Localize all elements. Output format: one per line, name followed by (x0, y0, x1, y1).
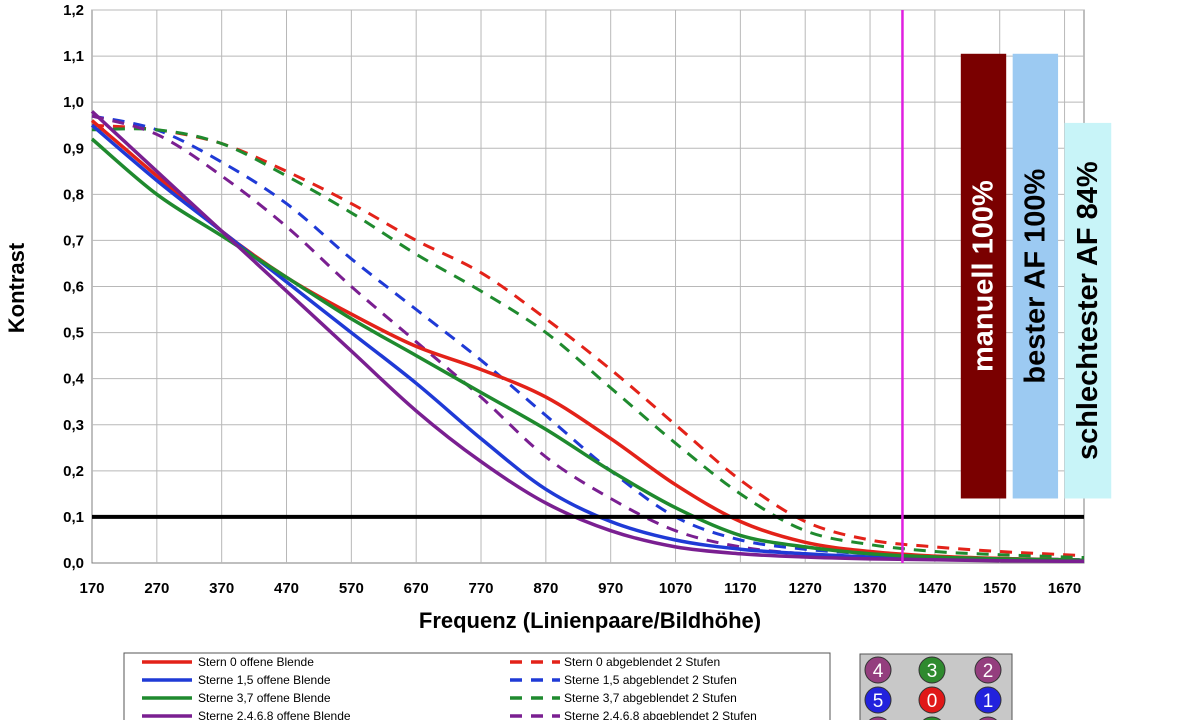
y-tick-label: 0,3 (63, 417, 84, 434)
y-tick-label: 0,1 (63, 509, 84, 526)
bar-label-2: schlechtester AF 84% (1072, 161, 1104, 460)
axes: 170 270 370 470 570 670 770 870 970 1070 1170 1270 1… (63, 2, 1081, 597)
y-tick-label: 1,2 (63, 2, 84, 19)
marker-circle-partial-0 (868, 716, 888, 720)
x-tick-label: 1570 (983, 580, 1016, 597)
legend-entry-1: Sterne 1,5 offene Blende (198, 673, 331, 687)
x-tick-label: 970 (598, 580, 623, 597)
marker-number-0: 4 (873, 661, 884, 682)
marker-circle-2 (974, 656, 1002, 684)
legend-box (123, 652, 831, 720)
series-line-3 (90, 110, 1084, 563)
bar-label-0: manuell 100% (968, 180, 1000, 372)
legend-entry-2: Sterne 3,7 offene Blende (198, 691, 331, 705)
y-axis-title: Kontrast (4, 242, 29, 333)
marker-circle-partial-2 (978, 716, 998, 720)
x-tick-label: 570 (339, 580, 364, 597)
x-tick-label: 770 (469, 580, 494, 597)
marker-number-3: 5 (873, 691, 884, 712)
x-tick-label: 670 (404, 580, 429, 597)
series-line-6 (91, 127, 1085, 559)
marker-circle-3 (864, 686, 892, 714)
bar-1 (1012, 53, 1059, 499)
marker-number-4: 0 (927, 691, 938, 712)
marker-circle-4 (918, 686, 946, 714)
legend-entry-0: Stern 0 offene Blende (198, 655, 314, 669)
x-tick-label: 870 (533, 580, 558, 597)
x-tick-label: 170 (79, 580, 104, 597)
marker-number-2: 2 (983, 661, 994, 682)
marker-circle-partial-1 (922, 716, 942, 720)
y-tick-label: 0,6 (63, 279, 84, 296)
x-tick-label: 1070 (659, 580, 692, 597)
marker-circle-1 (918, 656, 946, 684)
bar-0 (960, 53, 1007, 499)
marker-number-1: 3 (927, 661, 938, 682)
x-tick-label: 1170 (724, 580, 757, 597)
bar-label-1: bester AF 100% (1019, 168, 1051, 383)
x-tick-label: 1670 (1048, 580, 1081, 597)
bar-2 (1064, 122, 1112, 499)
series-line-4 (91, 123, 1085, 558)
series-lines (90, 10, 1085, 563)
marker-number-5: 1 (983, 691, 994, 712)
legend-entry-3: Sterne 2,4,6,8 offene Blende (198, 709, 351, 720)
legend-entry-7: Sterne 2,4,6,8 abgeblendet 2 Stufen (564, 709, 757, 720)
legend: Stern 0 offene Blende Sterne 1,5 offene B… (123, 652, 831, 720)
legend-entry-5: Sterne 1,5 abgeblendet 2 Stufen (564, 673, 737, 687)
marker-panel: 4 3 2 5 0 1 (859, 653, 1013, 720)
y-tick-label: 0,8 (63, 186, 84, 203)
y-tick-label: 0,9 (63, 140, 84, 157)
marker-circle-5 (974, 686, 1002, 714)
legend-entry-4: Stern 0 abgeblendet 2 Stufen (564, 655, 720, 669)
bars: manuell 100% bester AF 100% schlechtester … (960, 53, 1112, 499)
y-tick-label: 0,2 (63, 463, 84, 480)
y-tick-label: 0,7 (63, 232, 84, 249)
x-tick-label: 270 (144, 580, 169, 597)
y-tick-label: 0,4 (63, 371, 85, 388)
series-line-2 (90, 137, 1085, 562)
marker-circle-0 (864, 656, 892, 684)
x-tick-label: 1370 (853, 580, 886, 597)
legend-entry-6: Sterne 3,7 abgeblendet 2 Stufen (564, 691, 737, 705)
grid (91, 9, 1085, 564)
y-tick-label: 0,5 (63, 325, 84, 342)
x-tick-label: 370 (209, 580, 234, 597)
watermark: © Archiv (10, 689, 85, 711)
x-tick-label: 1470 (918, 580, 951, 597)
x-tick-label: 470 (274, 580, 299, 597)
y-tick-label: 1,0 (63, 94, 84, 111)
y-tick-label: 1,1 (63, 48, 84, 65)
y-tick-label: 0,0 (63, 555, 84, 572)
x-axis-title: Frequenz (Linienpaare/Bildhöhe) (419, 608, 761, 633)
x-tick-label: 1270 (789, 580, 822, 597)
